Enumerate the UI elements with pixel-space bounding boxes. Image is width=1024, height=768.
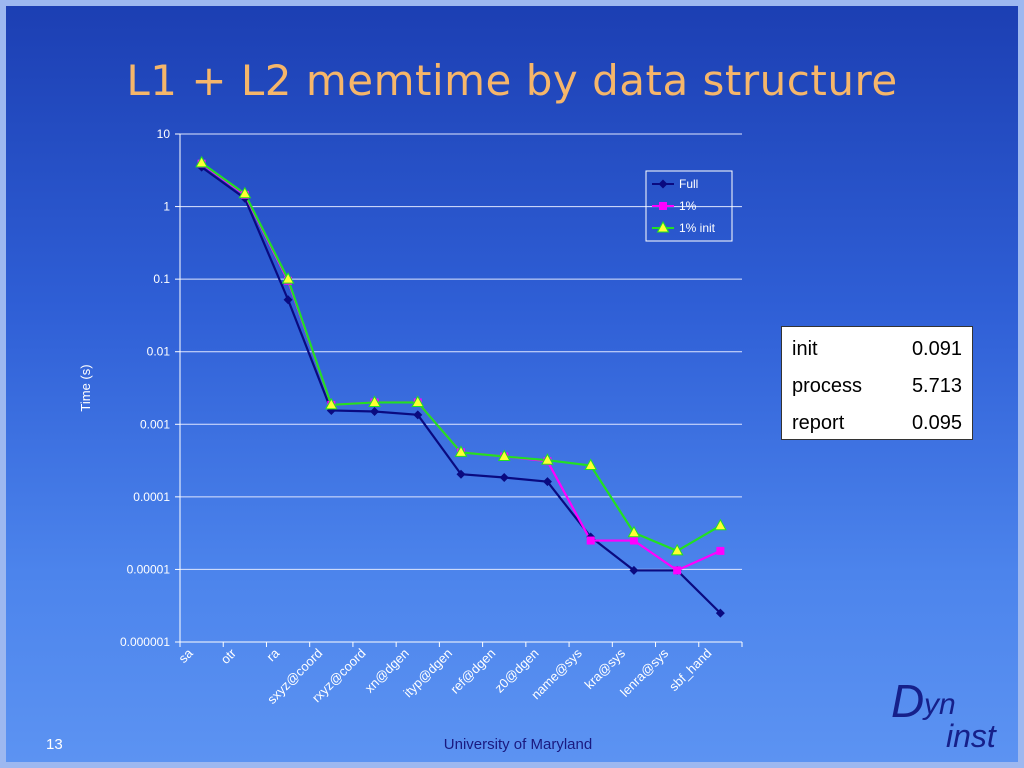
data-point-1-init <box>714 518 727 531</box>
data-point-full <box>499 472 509 482</box>
stats-value: 0.095 <box>911 412 962 434</box>
y-tick-label: 1 <box>163 200 170 214</box>
y-tick-label: 0.00001 <box>127 562 171 576</box>
data-point-1-init <box>584 458 598 471</box>
y-axis-label: Time (s) <box>78 364 93 411</box>
legend-swatch-marker <box>656 220 670 233</box>
series-line-1-init <box>200 161 721 553</box>
x-tick-label: sbf_hand <box>666 646 714 694</box>
data-point-full <box>370 407 380 417</box>
data-point-1 <box>673 566 682 575</box>
data-point-1 <box>629 536 638 545</box>
footer-text: University of Maryland <box>6 736 1018 753</box>
data-point-1-init <box>541 453 554 465</box>
stats-table: init 0.091 process 5.713 report 0.095 <box>781 326 973 440</box>
stats-value: 5.713 <box>911 375 962 397</box>
x-tick-label: ref@dgen <box>447 646 498 697</box>
data-point-full <box>413 410 423 420</box>
y-tick-label: 10 <box>157 127 171 141</box>
y-tick-label: 0.1 <box>153 272 170 286</box>
data-point-1-init <box>368 395 381 407</box>
x-tick-label: otr <box>218 645 240 667</box>
data-point-1-init <box>411 395 425 407</box>
series-line-1 <box>200 162 721 572</box>
slide-title: L1 + L2 memtime by data structure <box>126 56 898 105</box>
logo-inst: inst <box>946 718 996 754</box>
data-point-full <box>456 469 466 479</box>
slide-number: 13 <box>46 736 63 753</box>
stats-label: process <box>792 375 863 397</box>
legend-label: 1% <box>679 199 697 213</box>
legend-label: 1% init <box>679 221 716 235</box>
footer-label: University of Maryland <box>443 736 593 753</box>
data-point-1-init <box>627 525 641 538</box>
data-point-1-init <box>454 445 468 457</box>
data-point-1-init <box>238 186 252 199</box>
stats-row-init: init 0.091 <box>782 331 972 368</box>
x-tick-label: sa <box>175 645 196 666</box>
stats-row-report: report 0.095 <box>782 405 972 442</box>
y-tick-label: 0.001 <box>140 417 170 431</box>
data-point-1-init <box>497 449 511 461</box>
legend-swatch-marker <box>659 202 667 210</box>
legend-label: Full <box>679 177 698 191</box>
legend-box <box>645 170 733 242</box>
y-tick-label: 0.0001 <box>133 490 170 504</box>
logo-d: D <box>891 675 925 727</box>
data-point-1-init <box>195 155 208 168</box>
chart: 10 1 0.1 0.01 0.001 0.0001 0.00001 0.000001 sa ot… <box>78 127 743 707</box>
data-point-full <box>542 477 552 487</box>
data-point-1 <box>716 546 725 555</box>
data-point-full <box>283 295 293 305</box>
data-point-1-init <box>281 272 295 284</box>
y-tick-label: 0.000001 <box>120 635 170 649</box>
data-point-full <box>629 565 639 575</box>
stats-label: report <box>792 412 845 434</box>
dyninst-logo: D yn inst <box>891 674 1006 759</box>
data-point-1-init <box>324 397 338 410</box>
x-tick-label: ra <box>263 645 282 664</box>
data-point-full <box>715 608 725 618</box>
logo-yn: yn <box>924 688 956 721</box>
stats-value: 0.091 <box>911 338 962 360</box>
stats-row-process: process 5.713 <box>782 368 972 405</box>
data-point-1-init <box>670 543 684 556</box>
stats-label: init <box>792 338 818 360</box>
y-tick-label: 0.01 <box>147 345 171 359</box>
data-point-1 <box>586 536 595 545</box>
legend-swatch-marker <box>658 179 668 189</box>
